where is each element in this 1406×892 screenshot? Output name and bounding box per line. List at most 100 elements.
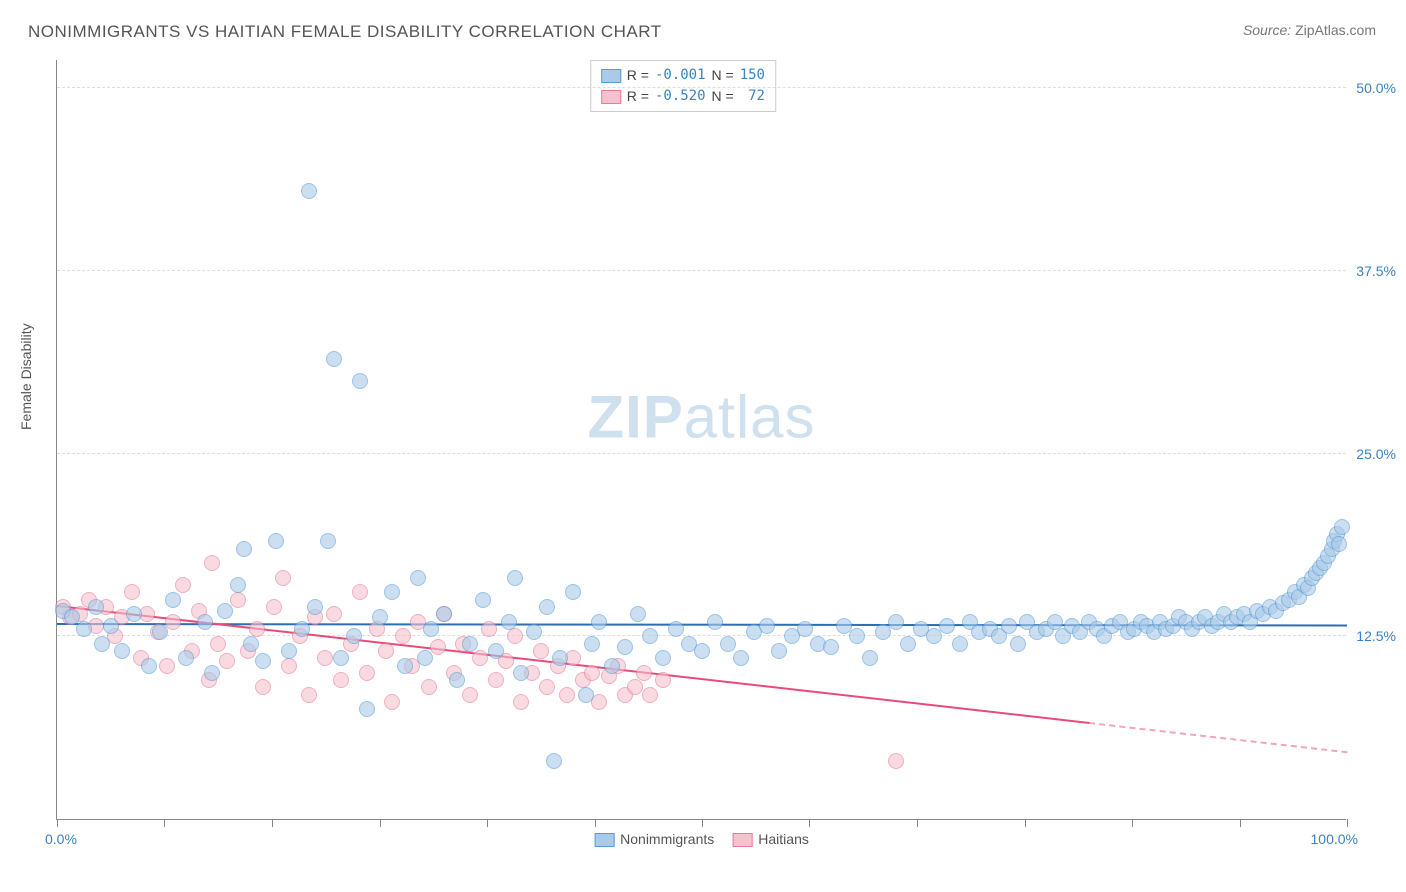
data-point-0 bbox=[384, 584, 400, 600]
data-point-0 bbox=[1331, 536, 1347, 552]
chart-title: NONIMMIGRANTS VS HAITIAN FEMALE DISABILI… bbox=[28, 22, 662, 42]
legend-swatch-0 bbox=[594, 833, 614, 847]
stat-n-label: N = bbox=[712, 86, 734, 107]
data-point-0 bbox=[410, 570, 426, 586]
data-point-1 bbox=[378, 643, 394, 659]
data-point-1 bbox=[204, 555, 220, 571]
data-point-0 bbox=[501, 614, 517, 630]
data-point-0 bbox=[655, 650, 671, 666]
data-point-0 bbox=[952, 636, 968, 652]
data-point-0 bbox=[76, 621, 92, 637]
stat-n-label: N = bbox=[712, 65, 734, 86]
data-point-0 bbox=[103, 618, 119, 634]
data-point-0 bbox=[1334, 519, 1350, 535]
x-tick bbox=[1240, 819, 1241, 827]
data-point-0 bbox=[333, 650, 349, 666]
data-point-0 bbox=[301, 183, 317, 199]
legend-stats: R = -0.001 N = 150 R = -0.520 N = 72 bbox=[590, 60, 776, 112]
y-tick-label: 50.0% bbox=[1356, 80, 1396, 96]
data-point-0 bbox=[513, 665, 529, 681]
data-point-1 bbox=[539, 679, 555, 695]
data-point-0 bbox=[307, 599, 323, 615]
data-point-0 bbox=[94, 636, 110, 652]
data-point-1 bbox=[462, 687, 478, 703]
legend-label-1: Haitians bbox=[758, 831, 809, 847]
data-point-1 bbox=[210, 636, 226, 652]
data-point-0 bbox=[230, 577, 246, 593]
data-point-1 bbox=[333, 672, 349, 688]
data-point-0 bbox=[268, 533, 284, 549]
data-point-0 bbox=[617, 639, 633, 655]
source-label: Source: bbox=[1243, 22, 1291, 38]
data-point-1 bbox=[472, 650, 488, 666]
data-point-0 bbox=[630, 606, 646, 622]
data-point-1 bbox=[636, 665, 652, 681]
data-point-0 bbox=[888, 614, 904, 630]
trend-line-1-dashed bbox=[1089, 722, 1347, 753]
data-point-0 bbox=[397, 658, 413, 674]
watermark-bold: ZIP bbox=[587, 383, 683, 450]
data-point-1 bbox=[219, 653, 235, 669]
x-tick bbox=[1347, 819, 1348, 827]
data-point-0 bbox=[436, 606, 452, 622]
data-point-0 bbox=[694, 643, 710, 659]
data-point-0 bbox=[539, 599, 555, 615]
x-tick bbox=[272, 819, 273, 827]
data-point-0 bbox=[546, 753, 562, 769]
data-point-0 bbox=[578, 687, 594, 703]
data-point-0 bbox=[488, 643, 504, 659]
legend-swatch-0 bbox=[601, 69, 621, 83]
data-point-0 bbox=[320, 533, 336, 549]
data-point-1 bbox=[159, 658, 175, 674]
data-point-1 bbox=[255, 679, 271, 695]
gridline bbox=[57, 87, 1346, 88]
legend-stats-row-1: R = -0.520 N = 72 bbox=[601, 86, 765, 107]
data-point-1 bbox=[481, 621, 497, 637]
x-tick bbox=[1025, 819, 1026, 827]
data-point-0 bbox=[507, 570, 523, 586]
watermark-rest: atlas bbox=[684, 383, 816, 450]
data-point-0 bbox=[88, 599, 104, 615]
data-point-0 bbox=[1001, 618, 1017, 634]
data-point-0 bbox=[526, 624, 542, 640]
data-point-0 bbox=[707, 614, 723, 630]
x-tick bbox=[809, 819, 810, 827]
data-point-1 bbox=[430, 639, 446, 655]
stat-n-val-0: 150 bbox=[740, 65, 765, 86]
data-point-0 bbox=[759, 618, 775, 634]
y-tick-label: 25.0% bbox=[1356, 446, 1396, 462]
data-point-0 bbox=[604, 658, 620, 674]
data-point-0 bbox=[720, 636, 736, 652]
data-point-0 bbox=[1047, 614, 1063, 630]
legend-item-0: Nonimmigrants bbox=[594, 831, 714, 847]
data-point-1 bbox=[301, 687, 317, 703]
data-point-1 bbox=[266, 599, 282, 615]
data-point-0 bbox=[823, 639, 839, 655]
data-point-0 bbox=[152, 624, 168, 640]
data-point-1 bbox=[326, 606, 342, 622]
x-tick bbox=[164, 819, 165, 827]
data-point-0 bbox=[236, 541, 252, 557]
data-point-0 bbox=[797, 621, 813, 637]
data-point-0 bbox=[114, 643, 130, 659]
data-point-1 bbox=[533, 643, 549, 659]
data-point-1 bbox=[655, 672, 671, 688]
gridline bbox=[57, 453, 1346, 454]
legend-swatch-1 bbox=[732, 833, 752, 847]
legend-label-0: Nonimmigrants bbox=[620, 831, 714, 847]
x-tick bbox=[917, 819, 918, 827]
data-point-0 bbox=[733, 650, 749, 666]
data-point-0 bbox=[449, 672, 465, 688]
data-point-0 bbox=[281, 643, 297, 659]
data-point-1 bbox=[359, 665, 375, 681]
data-point-0 bbox=[359, 701, 375, 717]
y-tick-label: 12.5% bbox=[1356, 628, 1396, 644]
data-point-0 bbox=[197, 614, 213, 630]
data-point-0 bbox=[584, 636, 600, 652]
data-point-0 bbox=[243, 636, 259, 652]
y-axis-title: Female Disability bbox=[18, 323, 34, 430]
legend-item-1: Haitians bbox=[732, 831, 809, 847]
legend-stats-row-0: R = -0.001 N = 150 bbox=[601, 65, 765, 86]
data-point-0 bbox=[217, 603, 233, 619]
data-point-0 bbox=[417, 650, 433, 666]
